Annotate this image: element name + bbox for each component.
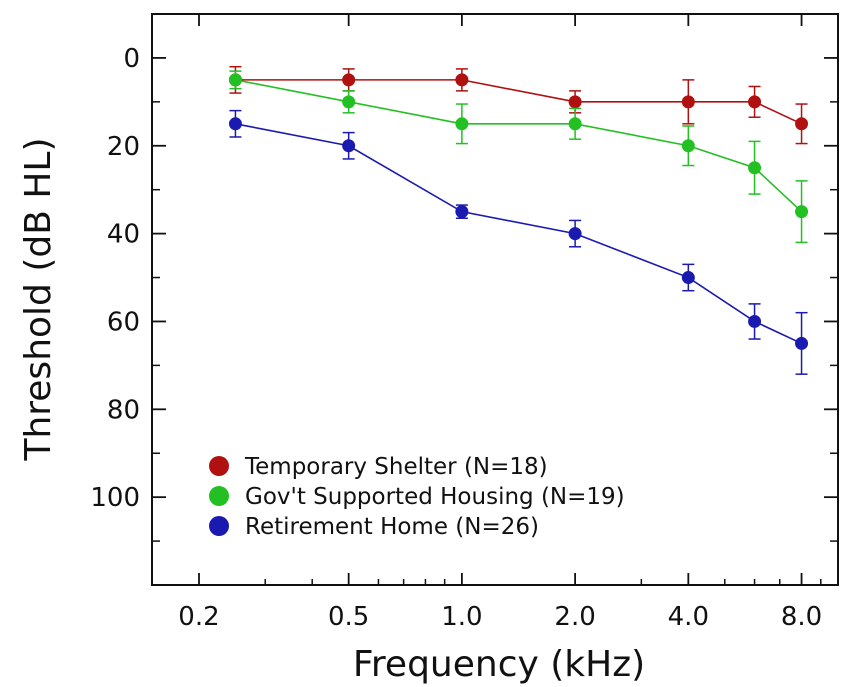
- plot-frame: [151, 13, 839, 586]
- data-point: [748, 314, 762, 328]
- data-point: [228, 117, 242, 131]
- y-axis-ticks: 0 20 40 60 80 100: [90, 44, 838, 542]
- data-point: [568, 227, 582, 241]
- y-tick-label: 100: [90, 483, 140, 513]
- x-tick-label: 1.0: [441, 602, 482, 632]
- y-tick-label: 20: [107, 132, 140, 162]
- series-line: [235, 123, 802, 345]
- data-point: [455, 117, 469, 131]
- data-point: [681, 95, 695, 109]
- data-point: [455, 73, 469, 87]
- series-layer: [228, 65, 809, 375]
- data-point: [795, 205, 809, 219]
- data-point: [748, 161, 762, 175]
- x-tick-label: 4.0: [668, 602, 709, 632]
- y-tick-label: 80: [107, 395, 140, 425]
- data-point: [681, 271, 695, 285]
- y-axis-title: Threshold (dB HL): [18, 137, 59, 461]
- x-tick-label: 0.5: [328, 602, 369, 632]
- data-point: [455, 205, 469, 219]
- x-tick-label: 8.0: [781, 602, 822, 632]
- x-tick-label: 2.0: [554, 602, 595, 632]
- legend-label: Temporary Shelter (N=18): [244, 454, 548, 480]
- y-tick-label: 40: [107, 220, 140, 250]
- data-point: [342, 95, 356, 109]
- x-axis-title: Frequency (kHz): [353, 644, 645, 685]
- series-1: [228, 70, 809, 244]
- y-tick-label: 60: [107, 307, 140, 337]
- data-point: [568, 95, 582, 109]
- series-0: [228, 65, 809, 145]
- data-point: [568, 117, 582, 131]
- legend-marker: [209, 516, 229, 536]
- legend-marker: [209, 456, 229, 476]
- data-point: [795, 336, 809, 350]
- data-point: [342, 139, 356, 153]
- data-point: [228, 73, 242, 87]
- series-2: [228, 109, 809, 375]
- data-point: [748, 95, 762, 109]
- data-point: [681, 139, 695, 153]
- legend: Temporary Shelter (N=18) Gov't Supported …: [209, 454, 625, 540]
- series-line: [235, 79, 802, 125]
- legend-label: Gov't Supported Housing (N=19): [245, 484, 625, 510]
- legend-marker: [209, 486, 229, 506]
- legend-label: Retirement Home (N=26): [245, 514, 539, 540]
- x-axis-ticks: 0.2 0.5 1.0 2.0 4.0 8.0: [178, 14, 822, 632]
- x-tick-label: 0.2: [178, 602, 219, 632]
- data-point: [342, 73, 356, 87]
- series-line: [235, 79, 803, 213]
- y-tick-label: 0: [123, 44, 140, 74]
- data-point: [795, 117, 809, 131]
